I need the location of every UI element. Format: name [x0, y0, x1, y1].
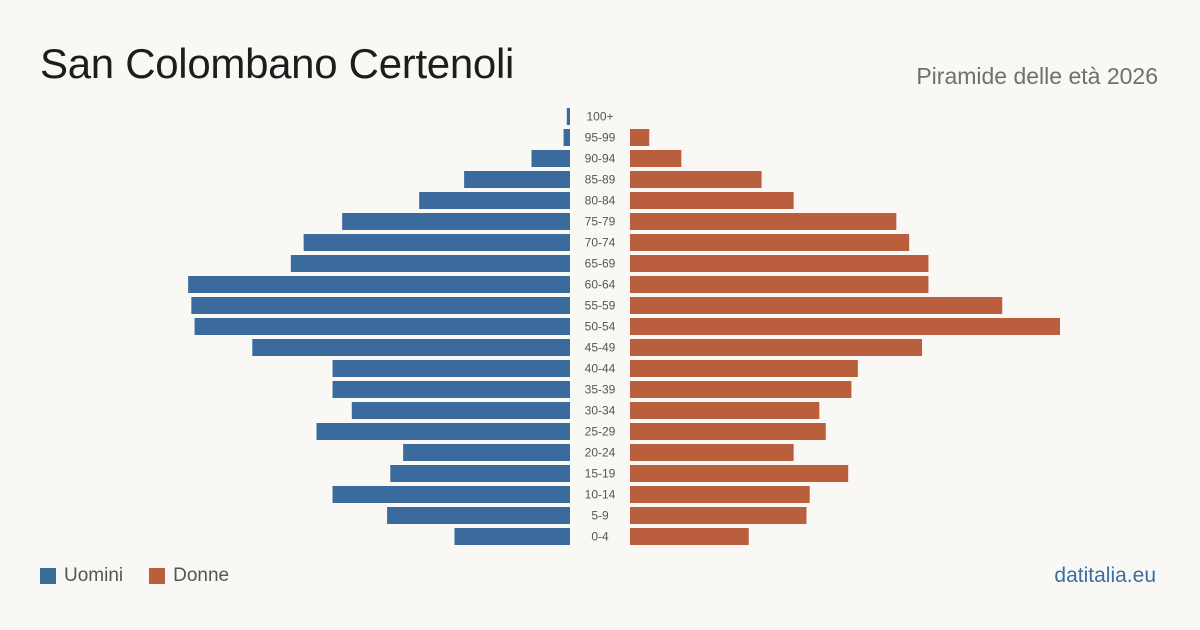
age-label-85-89: 85-89: [585, 173, 616, 187]
legend-swatch-women: [149, 568, 166, 584]
bar-men-60-64: [188, 276, 570, 293]
bar-men-50-54: [194, 318, 570, 335]
bar-men-0-4: [454, 528, 570, 545]
age-label-100plus: 100+: [586, 110, 613, 124]
legend-item-women: Donne: [149, 565, 229, 587]
bar-women-10-14: [630, 486, 810, 503]
bar-women-0-4: [630, 528, 749, 545]
chart-title: San Colombano Certenoli: [40, 40, 515, 87]
bar-men-85-89: [464, 171, 570, 188]
bar-women-55-59: [630, 297, 1003, 314]
age-label-15-19: 15-19: [585, 467, 616, 481]
age-label-60-64: 60-64: [585, 278, 616, 292]
bar-men-95-99: [563, 129, 570, 146]
age-label-80-84: 80-84: [585, 194, 616, 208]
bar-men-20-24: [403, 444, 570, 461]
age-labels: 100+ 95-99 90-94 85-89 80-84 75-79 70-74 65-69 6…: [585, 110, 616, 544]
age-label-75-79: 75-79: [585, 215, 616, 229]
bar-men-35-39: [332, 381, 570, 398]
bar-women-75-79: [630, 213, 897, 230]
bar-men-5-9: [387, 507, 570, 524]
bar-women-40-44: [630, 360, 858, 377]
bar-women-5-9: [630, 507, 807, 524]
bar-women-85-89: [630, 171, 762, 188]
age-label-0-4: 0-4: [591, 530, 609, 544]
age-label-65-69: 65-69: [585, 257, 616, 271]
bar-men-40-44: [332, 360, 570, 377]
legend-label-women: Donne: [173, 565, 230, 586]
bar-women-35-39: [630, 381, 852, 398]
bar-men-70-74: [303, 234, 570, 251]
bar-women-15-19: [630, 465, 849, 482]
bar-men-100plus: [566, 108, 570, 125]
brand-link[interactable]: datitalia.eu: [1054, 564, 1156, 587]
chart-subtitle: Piramide delle età 2026: [916, 63, 1158, 89]
legend: Uomini Donne: [40, 565, 255, 587]
legend-label-men: Uomini: [64, 565, 124, 586]
age-label-95-99: 95-99: [585, 131, 616, 145]
bar-men-10-14: [332, 486, 570, 503]
bar-women-30-34: [630, 402, 820, 419]
bar-men-55-59: [191, 297, 571, 314]
legend-swatch-men: [40, 568, 56, 584]
bar-women-45-49: [630, 339, 923, 356]
bar-women-90-94: [630, 150, 682, 167]
bar-women-65-69: [630, 255, 929, 272]
bar-men-75-79: [342, 213, 570, 230]
age-label-90-94: 90-94: [585, 152, 616, 166]
age-label-25-29: 25-29: [585, 425, 616, 439]
age-label-20-24: 20-24: [585, 446, 616, 460]
age-label-70-74: 70-74: [585, 236, 616, 250]
bar-women-50-54: [630, 318, 1060, 335]
women-bars: [630, 129, 1060, 545]
bar-men-25-29: [316, 423, 570, 440]
bar-men-30-34: [351, 402, 570, 419]
bar-women-20-24: [630, 444, 794, 461]
bar-men-65-69: [290, 255, 570, 272]
bar-men-45-49: [252, 339, 571, 356]
age-label-10-14: 10-14: [585, 488, 616, 502]
men-bars: [188, 108, 571, 545]
age-label-40-44: 40-44: [585, 362, 616, 376]
legend-item-men: Uomini: [40, 565, 123, 587]
bar-women-70-74: [630, 234, 910, 251]
bar-women-60-64: [630, 276, 929, 293]
age-label-30-34: 30-34: [585, 404, 616, 418]
bar-men-90-94: [531, 150, 570, 167]
age-label-5-9: 5-9: [591, 509, 609, 523]
bar-men-80-84: [419, 192, 570, 209]
bar-women-95-99: [630, 129, 650, 146]
age-label-45-49: 45-49: [585, 341, 616, 355]
age-label-55-59: 55-59: [585, 299, 616, 313]
bar-women-25-29: [630, 423, 826, 440]
age-label-50-54: 50-54: [585, 320, 616, 334]
bar-women-80-84: [630, 192, 794, 209]
bar-men-15-19: [390, 465, 570, 482]
age-label-35-39: 35-39: [585, 383, 616, 397]
